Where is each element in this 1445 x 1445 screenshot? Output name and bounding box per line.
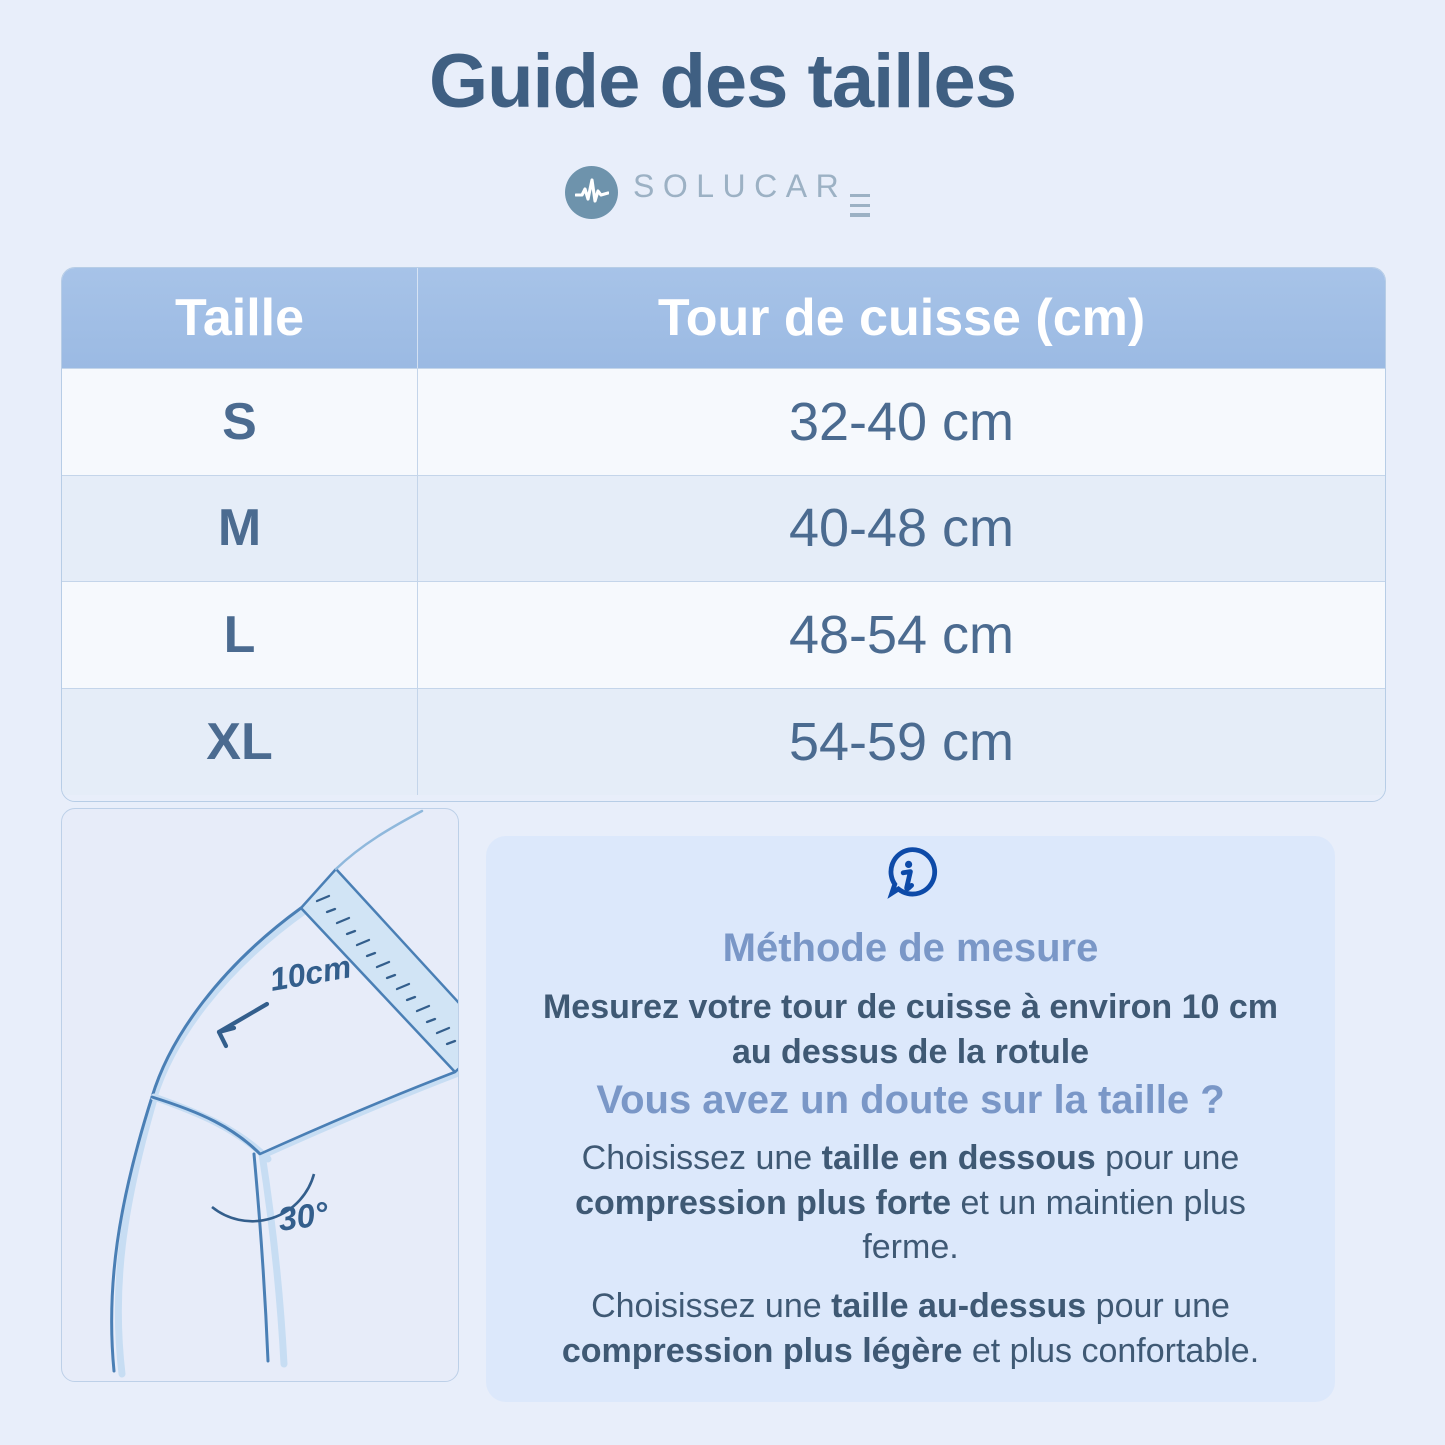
svg-text:30°: 30° <box>276 1194 331 1238</box>
svg-text:10cm: 10cm <box>267 948 354 998</box>
